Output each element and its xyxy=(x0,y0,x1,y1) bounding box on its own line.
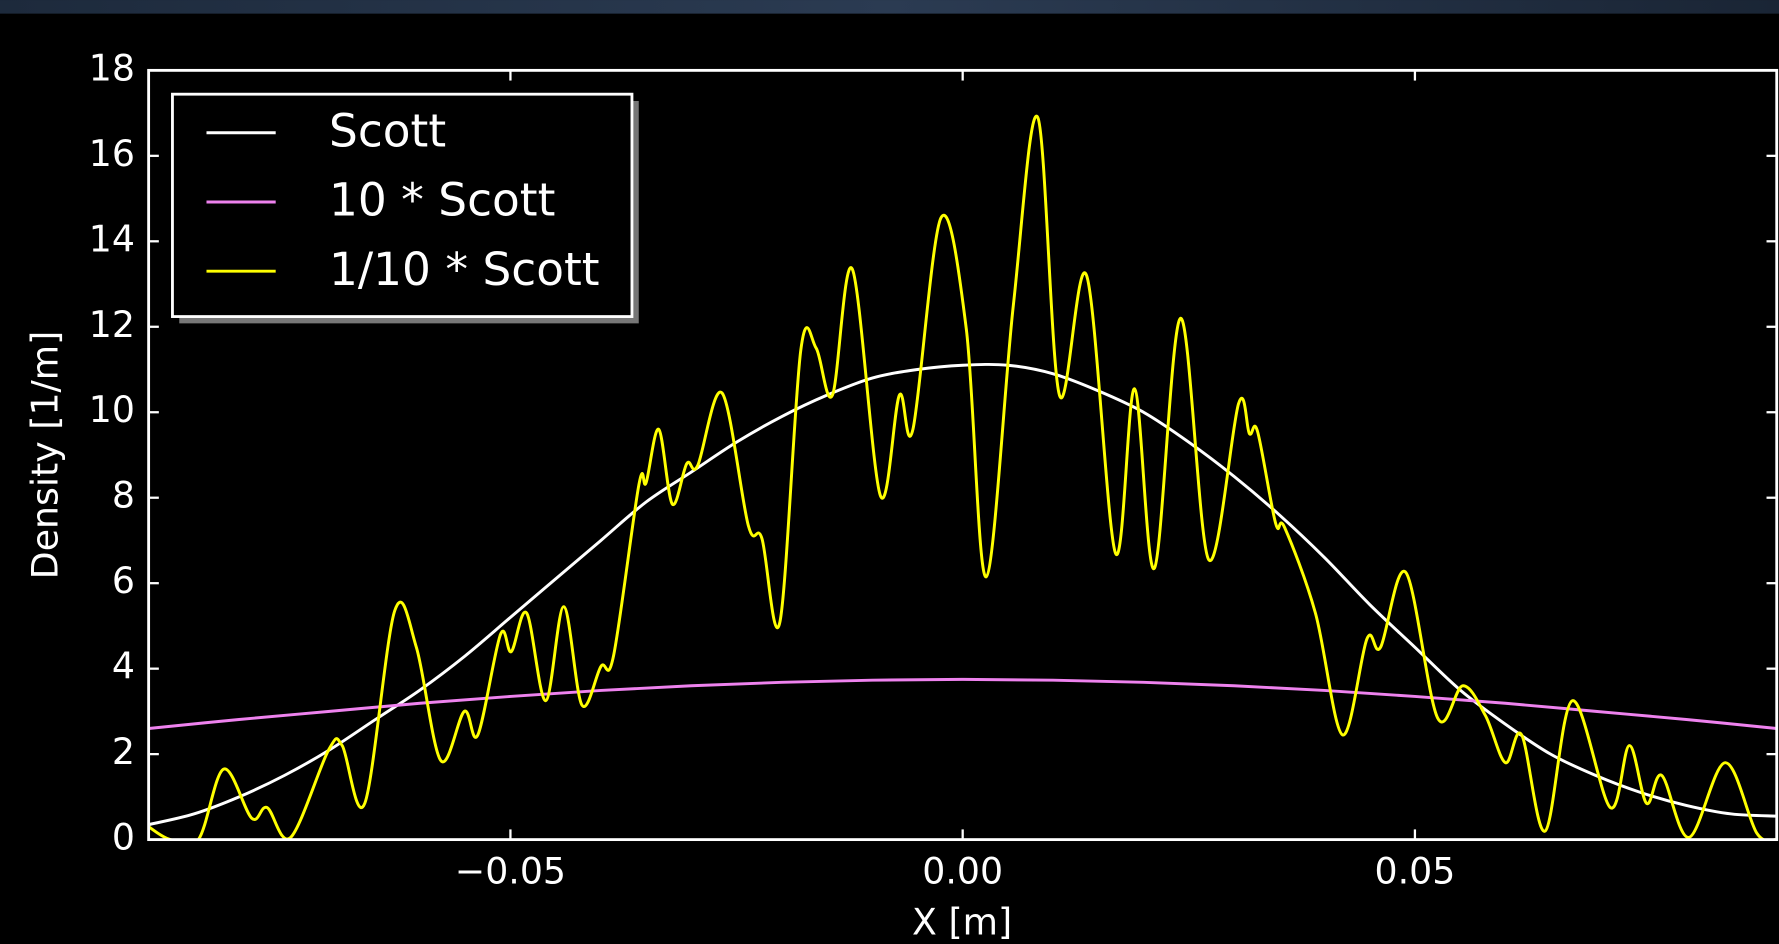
y-tick-label: 4 xyxy=(112,645,135,688)
legend-label: Scott xyxy=(329,104,446,157)
y-tick-label: 8 xyxy=(112,474,135,517)
y-tick-label: 18 xyxy=(89,46,135,89)
legend: Scott 10 * Scott 1/10 * Scott xyxy=(172,94,638,323)
y-axis-label: Density [1/m] xyxy=(24,331,67,580)
y-tick-label: 12 xyxy=(89,303,135,346)
x-tick-label: 0.05 xyxy=(1375,850,1456,893)
y-tick-label: 10 xyxy=(89,388,135,431)
y-tick-label: 6 xyxy=(112,559,135,602)
y-tick-label: 0 xyxy=(112,816,135,859)
y-tick-label: 14 xyxy=(89,217,135,260)
x-tick-label: 0.00 xyxy=(922,850,1003,893)
chart: −0.05 0.00 0.05 0 2 4 6 8 10 12 14 16 18 X [m] Densi… xyxy=(0,0,1779,944)
y-tick-label: 16 xyxy=(89,132,135,175)
legend-label: 1/10 * Scott xyxy=(329,243,600,296)
page: {"chart_data": { "type": "line", "xlabel… xyxy=(0,0,1779,944)
y-tick-label: 2 xyxy=(112,730,135,773)
top-band xyxy=(0,0,1779,14)
x-tick-label: −0.05 xyxy=(455,850,566,893)
legend-label: 10 * Scott xyxy=(329,174,555,227)
x-axis-label: X [m] xyxy=(912,901,1012,944)
